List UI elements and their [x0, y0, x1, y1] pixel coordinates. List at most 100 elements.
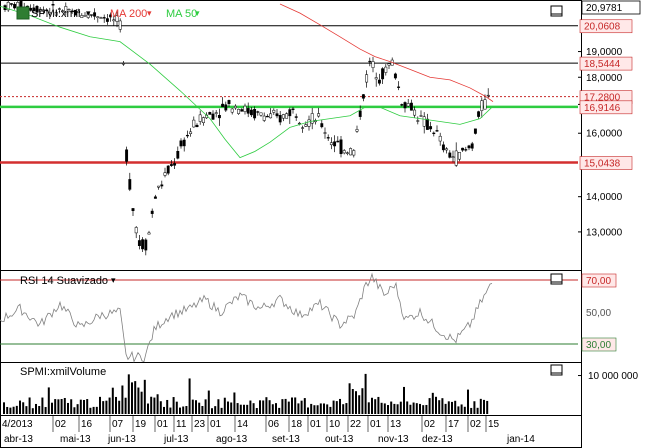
candle-body	[317, 113, 321, 117]
candle-body	[125, 149, 129, 162]
volume-bar	[156, 394, 159, 414]
price-ytick-label: 19,0000	[586, 47, 623, 58]
x-month-label: set-13	[272, 434, 300, 445]
volume-bar	[486, 400, 489, 414]
price-ytick-label: 14,0000	[586, 192, 623, 203]
candle-body	[397, 86, 401, 88]
volume-bar	[121, 385, 124, 414]
candle-body	[477, 111, 481, 117]
volume-bar	[396, 404, 399, 414]
candle-body	[448, 152, 452, 158]
chevron-down-icon[interactable]: ▾	[86, 8, 91, 18]
candle-body	[249, 109, 253, 116]
candle-body	[67, 9, 71, 11]
volume-bar	[275, 403, 277, 414]
x-day-label: 10	[329, 419, 341, 430]
x-start-label: 4/2013	[2, 419, 33, 430]
candle-body	[445, 148, 449, 151]
chevron-down-icon-ma200[interactable]: ▾	[147, 8, 152, 18]
candle-body	[307, 119, 311, 127]
legend-symbol: SPMI:xmil	[31, 8, 81, 20]
candle-body	[464, 149, 468, 151]
volume-bar	[230, 402, 233, 414]
axis-panel-frame	[0, 415, 582, 448]
x-day-label: 02	[470, 419, 482, 430]
x-month-label: out-13	[325, 434, 354, 445]
volume-bar	[236, 403, 239, 414]
candle-body	[381, 68, 385, 80]
candle-body	[163, 172, 167, 176]
volume-bar	[124, 397, 127, 414]
volume-bar	[243, 404, 245, 414]
volume-maximize-icon[interactable]	[550, 364, 563, 376]
volume-bar	[403, 386, 405, 414]
candle-body	[409, 102, 413, 111]
volume-bar	[223, 397, 226, 414]
volume-bar	[12, 406, 15, 414]
candle-body	[83, 15, 87, 17]
candle-body	[377, 79, 381, 84]
x-day-label: 23	[194, 419, 206, 430]
x-month-label: nov-13	[378, 434, 409, 445]
candle-body	[189, 131, 193, 134]
volume-bar	[358, 395, 361, 414]
rsi-maximize-icon[interactable]	[550, 273, 563, 285]
candle-body	[323, 132, 327, 134]
candle-body	[403, 102, 407, 109]
rsi-level-badge	[582, 306, 616, 319]
candle-body	[432, 132, 436, 135]
candle-body	[45, 9, 49, 11]
volume-bar	[377, 396, 380, 414]
volume-bar	[454, 400, 457, 414]
time-axis: 4/2013 02 16 07 19 01 11 23 01 14 06 18 01 10 22 01 13 02…	[2, 416, 535, 445]
rsi-chevron-down-icon[interactable]: ▾	[111, 275, 116, 285]
volume-bar	[63, 397, 66, 414]
candle-body	[473, 128, 477, 134]
candle-body	[486, 94, 490, 97]
volume-bar	[185, 406, 188, 414]
x-month-label: dez-13	[422, 434, 453, 445]
volume-bar	[131, 382, 133, 414]
x-month-label: ago-13	[216, 434, 248, 445]
candle-body	[240, 109, 244, 112]
moving-averages	[0, 3, 494, 159]
maximize-icon[interactable]	[550, 5, 563, 17]
candle-body	[253, 108, 257, 119]
candle-body	[221, 103, 225, 108]
volume-bar	[284, 398, 287, 414]
candle-body	[157, 185, 161, 188]
candle-body	[77, 10, 81, 14]
volume-bar	[441, 398, 444, 414]
candle-body	[118, 20, 122, 30]
candle-body	[169, 164, 173, 166]
candle-body	[38, 8, 42, 12]
volume-bar	[265, 397, 268, 414]
volume-bar	[342, 404, 345, 414]
candle-body	[185, 134, 189, 137]
chart-logo-icon[interactable]	[16, 6, 30, 20]
volume-bar	[316, 405, 319, 414]
volume-bar	[300, 400, 303, 414]
candle-body	[150, 210, 154, 214]
candle-body	[54, 11, 58, 16]
candle-body	[387, 63, 391, 66]
candle-body	[470, 143, 474, 149]
volume-bar	[73, 407, 76, 414]
candle-body	[461, 147, 465, 151]
rsi-series-line	[0, 272, 493, 363]
chevron-down-icon-ma50[interactable]: ▾	[195, 8, 200, 18]
candle-body	[333, 141, 337, 147]
volume-bar	[188, 378, 191, 414]
volume-bar	[67, 402, 69, 414]
candle-body	[243, 105, 247, 112]
volume-bar	[252, 403, 255, 414]
candle-body	[393, 73, 397, 79]
candle-body	[121, 63, 125, 65]
candle-body	[349, 148, 353, 156]
x-day-label: 19	[135, 419, 147, 430]
candle-body	[345, 152, 349, 154]
x-day-label: 13	[390, 419, 402, 430]
volume-bar	[249, 400, 252, 414]
volume-bar	[419, 403, 421, 414]
candle-body	[419, 115, 423, 117]
